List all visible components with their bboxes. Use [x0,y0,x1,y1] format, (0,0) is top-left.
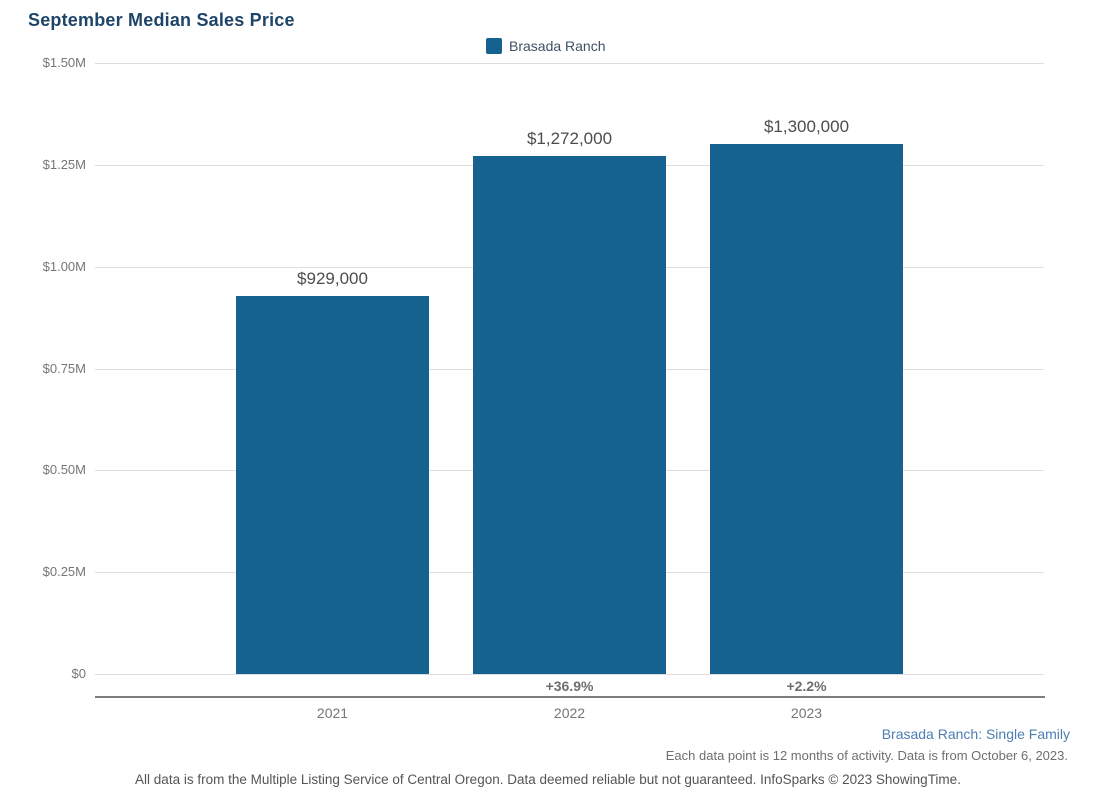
footer-series-note: Brasada Ranch: Single Family [881,726,1070,742]
bar-value-label-2021: $929,000 [297,268,368,288]
y-tick-label: $0.75M [42,360,86,376]
y-tick-label: $0 [71,666,86,681]
y-tick-label: $0.50M [42,462,86,478]
bar-value-label-2022: $1,272,000 [526,128,613,148]
gridline [95,674,1044,675]
bar-2022[interactable] [473,155,666,674]
legend-item-brasada-ranch[interactable]: Brasada Ranch [486,38,606,54]
x-tick-label-2023: 2023 [790,705,823,721]
bar-2021[interactable] [236,295,429,674]
pct-change-label-2023: +2.2% [786,678,827,694]
y-tick-label: $0.25M [42,564,86,580]
gridline [95,63,1044,64]
bar-value-label-2023: $1,300,000 [763,117,850,137]
chart-title: September Median Sales Price [28,10,295,30]
bar-2023[interactable] [710,144,903,674]
x-axis-line [95,696,1045,698]
y-tick-label: $1.00M [42,258,86,274]
x-tick-label-2022: 2022 [553,705,586,721]
pct-change-label-2022: +36.9% [545,678,594,694]
legend-label: Brasada Ranch [509,38,606,54]
y-tick-label: $1.25M [42,156,86,172]
footer-disclaimer: All data is from the Multiple Listing Se… [135,772,961,787]
y-tick-label: $1.50M [42,55,86,70]
footer-data-note: Each data point is 12 months of activity… [665,748,1068,763]
legend-swatch-icon [486,38,502,54]
x-tick-label-2021: 2021 [316,705,349,721]
